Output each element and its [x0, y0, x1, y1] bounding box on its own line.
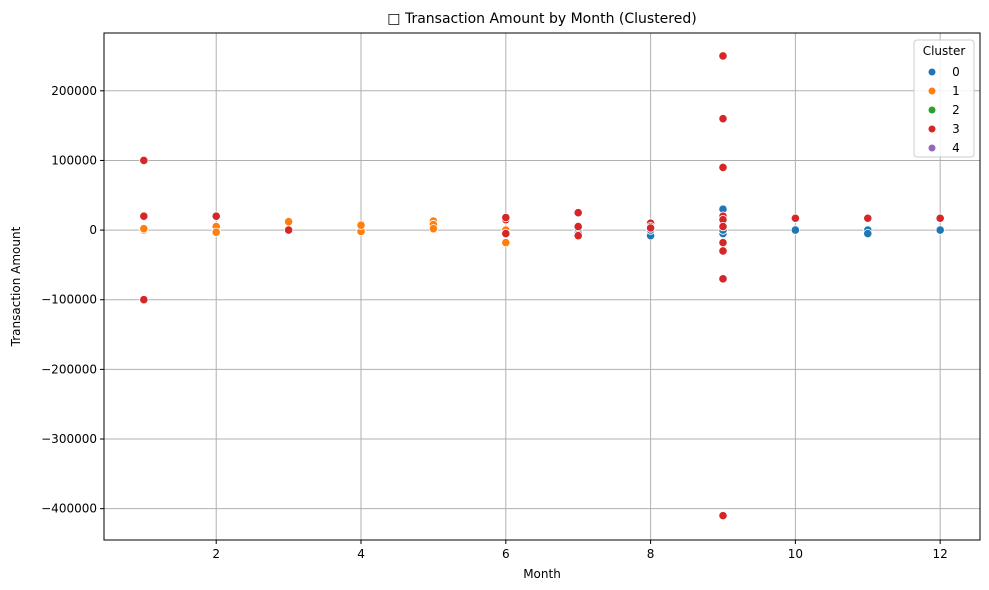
y-tick-label: −100000 [41, 293, 97, 307]
point-cluster-3 [139, 295, 149, 305]
point-cluster-3 [139, 155, 149, 166]
legend-label-1: 1 [952, 84, 960, 98]
point-cluster-1 [428, 224, 439, 234]
y-tick-label: −200000 [41, 362, 97, 376]
x-axis-title: Month [523, 567, 561, 581]
point-cluster-0 [935, 225, 945, 235]
point-cluster-3 [718, 114, 728, 124]
y-axis-title: Transaction Amount [9, 226, 23, 347]
point-cluster-1 [356, 220, 366, 230]
point-cluster-0 [790, 225, 800, 235]
legend-label-0: 0 [952, 65, 960, 79]
point-cluster-3 [501, 212, 511, 223]
point-cluster-3 [573, 231, 583, 241]
point-cluster-3 [718, 274, 728, 284]
legend-marker-2 [928, 106, 936, 114]
point-cluster-3 [501, 228, 511, 239]
legend-marker-1 [928, 87, 936, 95]
legend-label-3: 3 [952, 122, 960, 136]
legend-marker-4 [928, 144, 936, 152]
legend-marker-0 [928, 68, 936, 76]
point-cluster-3 [718, 238, 728, 248]
point-cluster-3 [139, 211, 149, 221]
legend: Cluster 0 1 2 3 4 [913, 39, 975, 158]
axis-ticks: 2 4 6 8 10 12 −400000 −300000 −200000 −100000 0 100… [41, 84, 948, 561]
x-tick-label: 6 [502, 547, 510, 561]
point-cluster-3 [718, 511, 728, 521]
y-tick-label: 200000 [51, 84, 97, 98]
y-tick-label: 100000 [51, 153, 97, 167]
legend-title: Cluster [923, 44, 966, 58]
point-cluster-1 [284, 217, 294, 227]
point-cluster-3 [935, 213, 945, 223]
legend-label-4: 4 [952, 141, 960, 155]
x-tick-label: 2 [212, 547, 220, 561]
point-cluster-3 [573, 208, 583, 218]
point-cluster-3 [284, 225, 294, 235]
x-tick-label: 10 [788, 547, 803, 561]
point-cluster-3 [718, 222, 728, 232]
plot-frame [103, 32, 981, 541]
legend-label-2: 2 [952, 103, 960, 117]
y-tick-label: −300000 [41, 432, 97, 446]
point-cluster-3 [863, 213, 873, 223]
point-cluster-1 [139, 224, 149, 234]
chart-title: □ Transaction Amount by Month (Clustered… [387, 11, 696, 27]
y-tick-label: −400000 [41, 502, 97, 516]
legend-marker-3 [928, 125, 936, 133]
point-cluster-3 [718, 246, 728, 256]
point-cluster-3 [645, 223, 656, 233]
x-tick-label: 4 [357, 547, 365, 561]
point-cluster-1 [501, 238, 511, 248]
point-cluster-0 [863, 228, 873, 239]
data-points [139, 51, 945, 521]
point-cluster-3 [718, 162, 728, 173]
point-cluster-1 [211, 227, 221, 237]
x-tick-label: 8 [647, 547, 655, 561]
x-tick-label: 12 [933, 547, 948, 561]
y-tick-label: 0 [89, 223, 97, 237]
point-cluster-3 [718, 51, 728, 61]
point-cluster-3 [573, 222, 583, 232]
point-cluster-3 [211, 211, 221, 221]
point-cluster-3 [790, 213, 800, 223]
